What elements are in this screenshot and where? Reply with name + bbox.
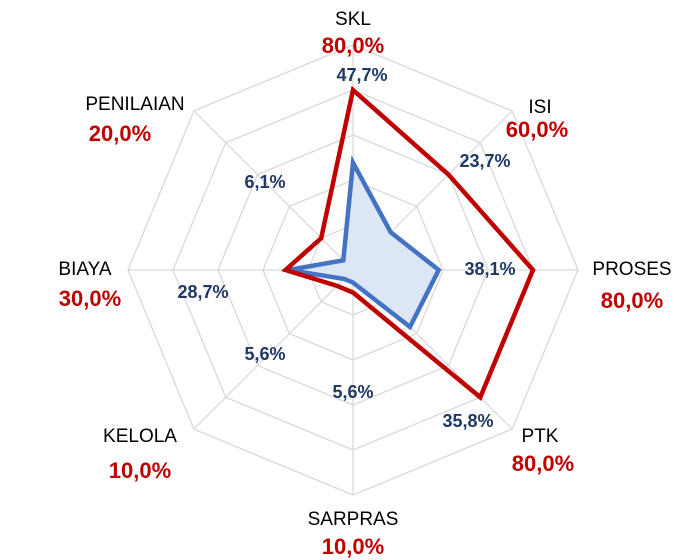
category-label: PROSES bbox=[592, 259, 671, 280]
category-label: ISI bbox=[528, 97, 551, 118]
value-label: 10,0% bbox=[109, 458, 171, 483]
series-line bbox=[288, 155, 442, 331]
value-label: 80,0% bbox=[322, 33, 384, 58]
value-label: 47,7% bbox=[336, 65, 387, 85]
category-label: SKL bbox=[335, 9, 371, 30]
value-label: 6,1% bbox=[244, 172, 285, 192]
value-label: 5,6% bbox=[244, 344, 285, 364]
category-label: PENILAIAN bbox=[85, 94, 184, 115]
grid-spoke bbox=[193, 110, 354, 271]
category-label: KELOLA bbox=[103, 426, 177, 447]
value-label: 38,1% bbox=[464, 259, 515, 279]
grid-spoke bbox=[193, 269, 354, 430]
value-label: 35,8% bbox=[442, 411, 493, 431]
value-label: 5,6% bbox=[332, 382, 373, 402]
value-label: 80,0% bbox=[601, 288, 663, 313]
category-label: PTK bbox=[522, 426, 559, 447]
value-label: 28,7% bbox=[177, 282, 228, 302]
category-label: BIAYA bbox=[58, 259, 111, 280]
value-label: 30,0% bbox=[59, 286, 121, 311]
category-label: SARPRAS bbox=[308, 509, 399, 530]
value-label: 20,0% bbox=[89, 121, 151, 146]
series-line bbox=[281, 85, 536, 401]
value-label: 10,0% bbox=[322, 534, 384, 559]
value-label: 80,0% bbox=[512, 451, 574, 476]
value-label: 23,7% bbox=[459, 151, 510, 171]
value-label: 60,0% bbox=[506, 117, 568, 142]
